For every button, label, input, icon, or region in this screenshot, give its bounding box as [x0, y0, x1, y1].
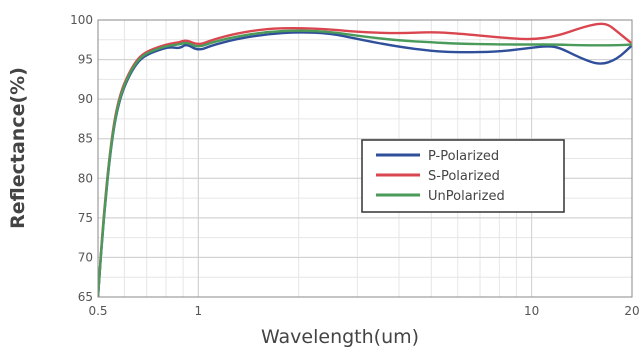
x-tick-label: 20 [624, 304, 639, 318]
y-axis-label: Reflectance(%) [7, 67, 29, 229]
y-tick-label: 85 [78, 132, 93, 146]
y-tick-label: 95 [78, 53, 93, 67]
legend-box [361, 139, 565, 213]
legend-label-p-polarized: P-Polarized [428, 149, 499, 164]
legend: P-Polarized S-Polarized UnPolarized [361, 139, 565, 213]
series-layer [98, 22, 632, 297]
legend-label-unpolarized: UnPolarized [428, 189, 505, 204]
y-tick-label: 70 [78, 250, 93, 264]
y-tick-label: 65 [78, 290, 93, 304]
y-tick-label: 75 [78, 211, 93, 225]
plot-frame [97, 19, 633, 298]
series-line-unpolarized [98, 29, 632, 297]
legend-label-s-polarized: S-Polarized [428, 169, 500, 184]
ticks: 65 70 75 80 85 90 95 100 0.5 1 10 20 [70, 13, 640, 318]
x-tick-label: 0.5 [88, 304, 107, 318]
x-axis-label: Wavelength(um) [261, 326, 419, 348]
y-tick-label: 80 [78, 171, 93, 185]
y-tick-label: 90 [78, 92, 93, 106]
y-tick-label: 100 [70, 13, 93, 27]
x-tick-label: 1 [195, 304, 203, 318]
x-tick-label: 10 [524, 304, 539, 318]
